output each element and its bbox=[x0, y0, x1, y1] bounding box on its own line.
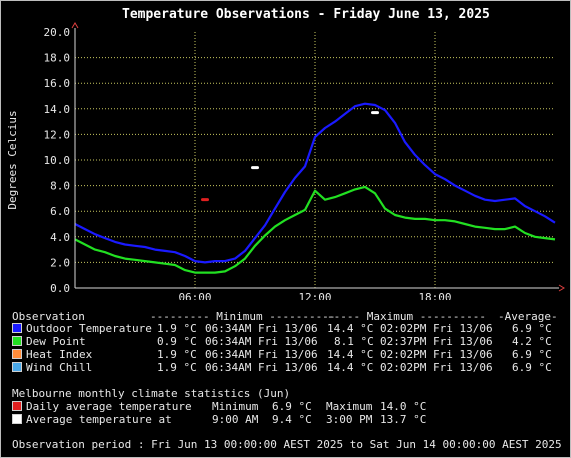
legend-max-time: 02:02PM Fri 13/06 bbox=[380, 348, 493, 361]
x-tick-label: 06:00 bbox=[178, 291, 211, 300]
x-tick-label: 12:00 bbox=[298, 291, 331, 300]
climate-label: Average temperature at bbox=[26, 413, 172, 426]
legend-swatch-outdoor bbox=[12, 323, 22, 333]
legend-min-value: 1.9 °C bbox=[157, 361, 197, 374]
legend-series-name: Outdoor Temperature bbox=[26, 322, 152, 335]
grid-lines bbox=[75, 32, 555, 288]
legend-header-maximum: ----- Maximum ---------- bbox=[327, 310, 486, 323]
legend-average: 4.2 °C bbox=[512, 335, 552, 348]
legend-average: 6.9 °C bbox=[512, 361, 552, 374]
y-tick-label: 2.0 bbox=[50, 256, 70, 269]
legend-max-value: 8.1 °C bbox=[334, 335, 374, 348]
legend-header-average: -Average- bbox=[498, 310, 558, 323]
climate-col1: Minimum bbox=[212, 400, 259, 413]
climate-col3: 3:00 PM bbox=[326, 413, 373, 426]
y-tick-label: 16.0 bbox=[44, 77, 71, 90]
legend-series-name: Wind Chill bbox=[26, 361, 93, 374]
legend-max-value: 14.4 °C bbox=[327, 361, 374, 374]
legend-min-time: 06:34AM Fri 13/06 bbox=[205, 348, 318, 361]
legend-series-name: Heat Index bbox=[26, 348, 93, 361]
observation-period: Observation period : Fri Jun 13 00:00:00… bbox=[12, 438, 562, 451]
legend-average: 6.9 °C bbox=[512, 348, 552, 361]
legend-max-time: 02:02PM Fri 13/06 bbox=[380, 361, 493, 374]
y-tick-label: 8.0 bbox=[50, 180, 70, 193]
y-tick-label: 14.0 bbox=[44, 103, 71, 116]
y-tick-label: 12.0 bbox=[44, 128, 71, 141]
legend-series-name: Dew Point bbox=[26, 335, 86, 348]
legend-min-time: 06:34AM Fri 13/06 bbox=[205, 335, 318, 348]
climate-col4: 14.0 °C bbox=[380, 400, 427, 413]
legend-max-time: 02:37PM Fri 13/06 bbox=[380, 335, 493, 348]
legend-swatch-wind-chill bbox=[12, 362, 22, 372]
legend-header-observation: Observation bbox=[12, 310, 85, 323]
y-tick-label: 20.0 bbox=[44, 26, 71, 39]
legend-min-time: 06:34AM Fri 13/06 bbox=[205, 322, 318, 335]
legend-min-value: 1.9 °C bbox=[157, 348, 197, 361]
climate-heading: Melbourne monthly climate statistics (Ju… bbox=[12, 387, 291, 400]
legend-average: 6.9 °C bbox=[512, 322, 552, 335]
legend-min-value: 0.9 °C bbox=[157, 335, 197, 348]
series-line-dew-point bbox=[74, 185, 556, 274]
climate-swatch-average-at bbox=[12, 414, 22, 424]
legend-max-time: 02:02PM Fri 13/06 bbox=[380, 322, 493, 335]
legend-swatch-dewpoint bbox=[12, 336, 22, 346]
y-axis-label: Degrees Celcius bbox=[6, 110, 19, 209]
y-axis-arrow bbox=[71, 22, 79, 29]
y-tick-label: 10.0 bbox=[44, 154, 71, 167]
x-tick-label: 18:00 bbox=[418, 291, 451, 300]
climate-col3: Maximum bbox=[326, 400, 373, 413]
climate-swatch-daily-average bbox=[12, 401, 22, 411]
x-axis-arrow bbox=[558, 284, 565, 292]
legend-max-value: 14.4 °C bbox=[327, 322, 374, 335]
legend-max-value: 14.4 °C bbox=[327, 348, 374, 361]
climate-col2: 9.4 °C bbox=[272, 413, 312, 426]
climate-marker-average-temperature-at-9-00-am bbox=[251, 166, 259, 170]
y-tick-label: 4.0 bbox=[50, 231, 70, 244]
climate-col4: 13.7 °C bbox=[380, 413, 427, 426]
legend-swatch-heat-index bbox=[12, 349, 22, 359]
y-tick-label: 0.0 bbox=[50, 282, 70, 295]
y-tick-label: 6.0 bbox=[50, 205, 70, 218]
legend-min-time: 06:34AM Fri 13/06 bbox=[205, 361, 318, 374]
series-line-outdoor-temperature bbox=[74, 102, 556, 264]
climate-col1: 9:00 AM bbox=[212, 413, 259, 426]
legend-header-minimum: --------- Minimum ---------- bbox=[150, 310, 336, 323]
legend-min-value: 1.9 °C bbox=[157, 322, 197, 335]
climate-label: Daily average temperature bbox=[26, 400, 192, 413]
climate-marker-daily-average-temperature bbox=[201, 198, 209, 202]
climate-marker-average-temperature-at-3-00-pm bbox=[371, 111, 379, 115]
chart-title: Temperature Observations - Friday June 1… bbox=[122, 7, 490, 22]
climate-col2: 6.9 °C bbox=[272, 400, 312, 413]
y-tick-label: 18.0 bbox=[44, 52, 71, 65]
temperature-chart: 0.0 2.0 4.0 6.0 8.0 10.0 12.0 14.0 16.0 18.0 20.0 0… bbox=[6, 22, 565, 300]
